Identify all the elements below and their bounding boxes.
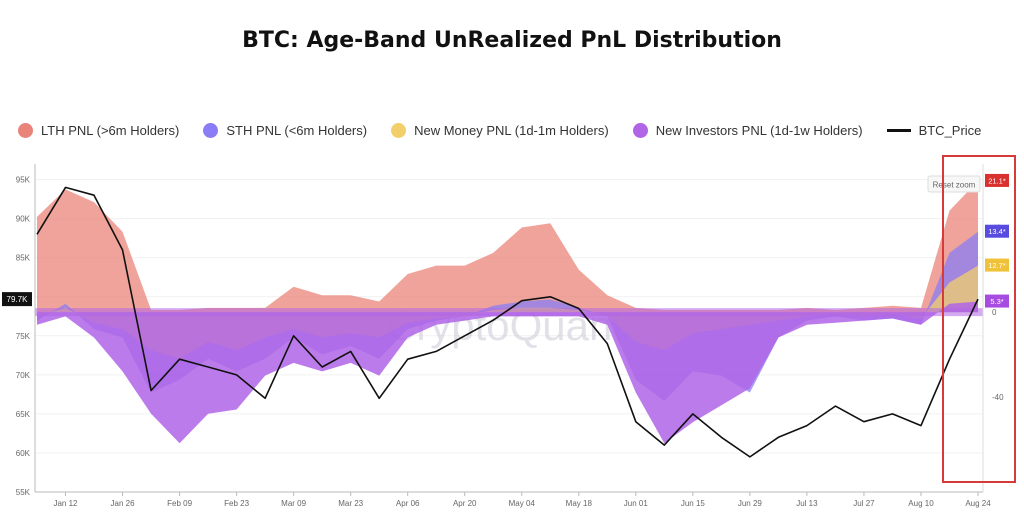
legend-item-sth[interactable]: STH PNL (<6m Holders) — [203, 122, 368, 138]
zero-band — [35, 308, 983, 317]
x-tick-label: May 18 — [566, 499, 593, 508]
area-series — [35, 180, 983, 444]
end-label-badge — [985, 294, 1009, 308]
x-tick-label: Apr 20 — [453, 499, 477, 508]
legend-item-btc-price[interactable]: BTC_Price — [886, 122, 982, 138]
x-tick-label: Jun 29 — [738, 499, 763, 508]
y-left-tick-label: 70K — [16, 371, 31, 380]
y-left-tick-label: 65K — [16, 410, 31, 419]
y-left-tick-label: 85K — [16, 254, 31, 263]
x-tick-label: Feb 09 — [167, 499, 192, 508]
legend-swatch-btc-price — [886, 128, 911, 132]
legend-item-new-investors[interactable]: New Investors PNL (1d-1w Holders) — [632, 122, 863, 138]
legend-item-lth[interactable]: LTH PNL (>6m Holders) — [18, 122, 180, 138]
legend-swatch-lth — [18, 122, 33, 138]
x-tick-label: May 04 — [509, 499, 536, 508]
y-right-tick-label: 0 — [992, 308, 997, 317]
price-line-group — [36, 186, 979, 458]
x-tick-label: Mar 09 — [281, 499, 306, 508]
x-tick-label: Jun 01 — [624, 499, 649, 508]
reset-zoom-button[interactable]: Reset zoom — [927, 175, 981, 193]
x-tick-label: Jul 27 — [853, 499, 875, 508]
y-left-tick-label: 60K — [16, 449, 31, 458]
x-tick-label: Jan 26 — [111, 499, 136, 508]
legend-label-btc-price: BTC_Price — [918, 122, 982, 138]
x-tick-label: Jun 15 — [681, 499, 706, 508]
end-label-text: 12.7* — [988, 261, 1006, 270]
reset-zoom-label: Reset zoom — [933, 181, 976, 190]
area-new-investors — [37, 301, 978, 444]
series-btc-price — [36, 186, 979, 458]
x-tick-label: Apr 06 — [396, 499, 420, 508]
legend-label-new-money: New Money PNL (1d-1m Holders) — [414, 122, 609, 138]
x-tick-label: Jan 12 — [53, 499, 78, 508]
y-left-tick-label: 95K — [16, 176, 31, 185]
end-label-text: 13.4* — [988, 227, 1006, 236]
legend: LTH PNL (>6m Holders) STH PNL (<6m Holde… — [18, 121, 1005, 139]
legend-swatch-new-money — [391, 122, 407, 138]
chart-area[interactable]: CryptoQuant 95K90K85K80K75K70K65K60K55K4… — [0, 150, 1024, 516]
chart-title: BTC: Age-Band UnRealized PnL Distributio… — [242, 28, 782, 53]
end-label-text: 21.1* — [988, 176, 1006, 185]
x-tick-label: Aug 10 — [908, 499, 934, 508]
x-tick-label: Mar 23 — [338, 499, 363, 508]
end-labels: 21.1* 13.4* 12.7* 5.3* — [985, 173, 1009, 308]
y-left-tick-label: 75K — [16, 332, 31, 341]
highlight-box — [942, 155, 1016, 483]
legend-label-lth: LTH PNL (>6m Holders) — [41, 122, 180, 138]
current-price-label: 79.7K — [7, 295, 29, 304]
end-label-badge — [985, 258, 1009, 272]
end-label-badge — [985, 173, 1009, 187]
x-tick-label: Jul 13 — [796, 499, 818, 508]
x-tick-label: Aug 24 — [965, 499, 991, 508]
area-lth — [37, 180, 978, 313]
current-price-badge — [2, 292, 32, 307]
legend-item-new-money[interactable]: New Money PNL (1d-1m Holders) — [391, 122, 609, 138]
y-right-tick-label: -40 — [992, 393, 1004, 402]
end-label-text: 5.3* — [990, 297, 1003, 306]
legend-label-new-investors: New Investors PNL (1d-1w Holders) — [655, 122, 863, 138]
y-left-tick-label: 90K — [16, 215, 31, 224]
y-left-tick-label: 55K — [16, 488, 31, 497]
x-tick-label: Feb 23 — [224, 499, 249, 508]
legend-swatch-new-investors — [632, 122, 648, 138]
legend-label-sth: STH PNL (<6m Holders) — [226, 122, 368, 138]
legend-swatch-sth — [203, 122, 219, 138]
end-label-badge — [985, 224, 1009, 238]
